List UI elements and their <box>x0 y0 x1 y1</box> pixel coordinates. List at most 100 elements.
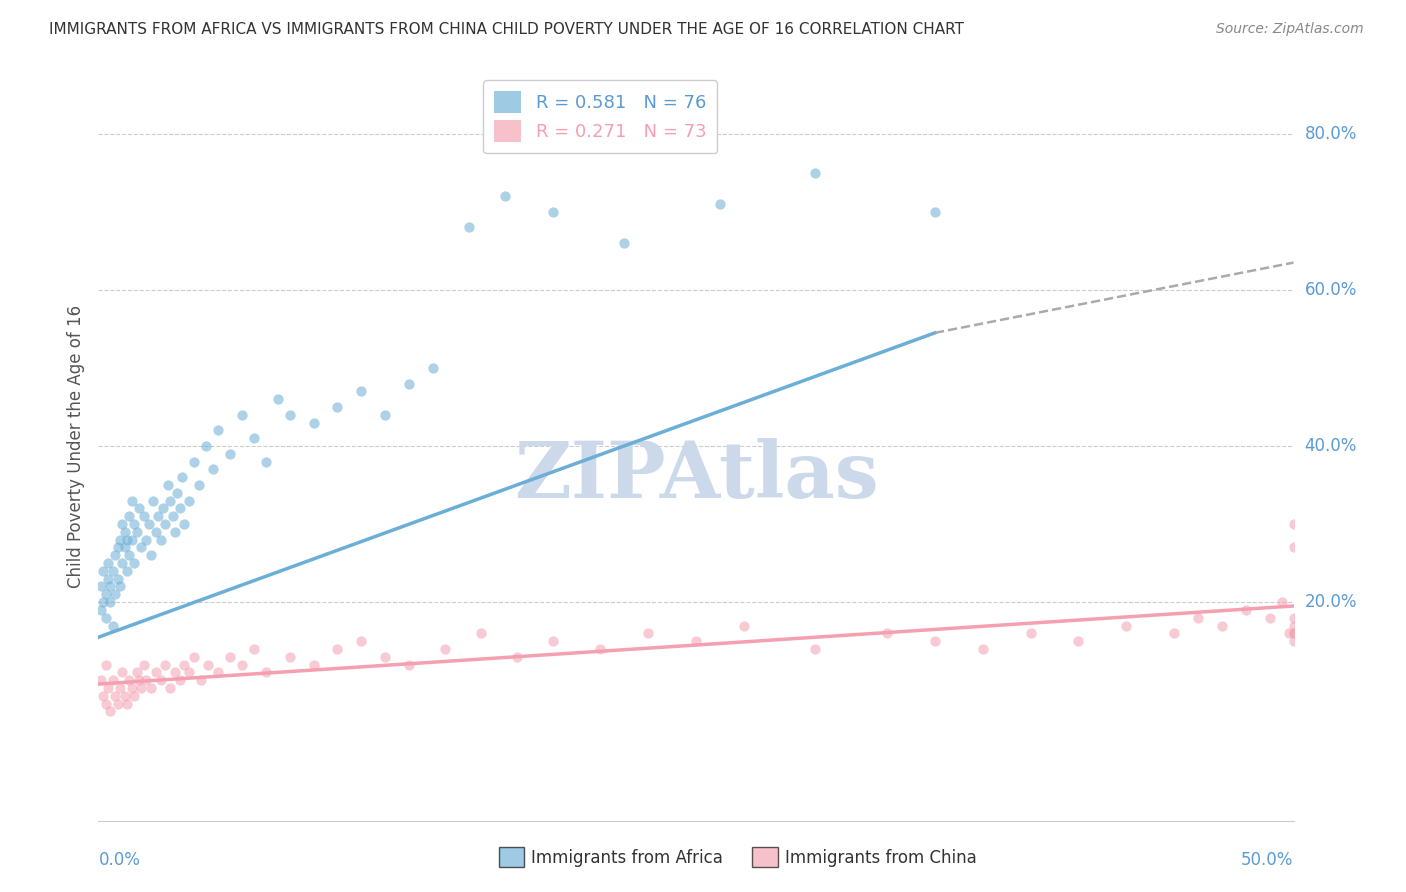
Point <box>145 665 167 680</box>
Point <box>173 657 195 672</box>
Point <box>254 665 277 680</box>
Point <box>1282 626 1305 640</box>
Point <box>91 689 114 703</box>
Point <box>121 493 143 508</box>
Text: 20.0%: 20.0% <box>1305 593 1357 611</box>
Point <box>267 392 290 407</box>
Point <box>1067 634 1090 648</box>
Point <box>132 657 155 672</box>
Point <box>107 541 129 555</box>
Point <box>924 634 946 648</box>
Point <box>374 408 396 422</box>
Point <box>1115 618 1137 632</box>
Point <box>125 665 148 680</box>
Point <box>98 580 122 594</box>
Point <box>104 548 127 563</box>
Point <box>173 517 195 532</box>
Point <box>125 524 148 539</box>
Point <box>131 681 153 695</box>
Point <box>90 673 112 687</box>
Point <box>398 376 420 391</box>
Point <box>190 673 212 687</box>
Point <box>219 447 242 461</box>
Point <box>104 689 127 703</box>
Point <box>169 501 191 516</box>
Point <box>94 611 117 625</box>
Point <box>163 524 186 539</box>
Point <box>121 681 143 695</box>
Point <box>118 673 141 687</box>
Point <box>1278 626 1301 640</box>
Point <box>422 361 444 376</box>
Point <box>231 408 253 422</box>
Point <box>91 595 114 609</box>
Text: 80.0%: 80.0% <box>1305 125 1357 143</box>
Point <box>398 657 420 672</box>
Point <box>458 220 481 235</box>
Point <box>169 673 191 687</box>
Point <box>1282 517 1305 532</box>
Y-axis label: Child Poverty Under the Age of 16: Child Poverty Under the Age of 16 <box>66 304 84 588</box>
Point <box>434 642 457 657</box>
Point <box>152 501 174 516</box>
Point <box>90 603 112 617</box>
Point <box>115 697 138 711</box>
Point <box>115 564 138 578</box>
Point <box>1234 603 1257 617</box>
Point <box>804 166 827 180</box>
Point <box>135 533 157 547</box>
Point <box>243 642 266 657</box>
Point <box>207 665 229 680</box>
Point <box>91 564 114 578</box>
Point <box>111 556 134 570</box>
Point <box>98 705 122 719</box>
Point <box>302 416 325 430</box>
Point <box>118 548 141 563</box>
Point <box>128 501 150 516</box>
Point <box>101 618 124 632</box>
Point <box>541 634 564 648</box>
Text: IMMIGRANTS FROM AFRICA VS IMMIGRANTS FROM CHINA CHILD POVERTY UNDER THE AGE OF 1: IMMIGRANTS FROM AFRICA VS IMMIGRANTS FRO… <box>49 22 965 37</box>
Point <box>124 689 146 703</box>
Point <box>202 462 225 476</box>
Point <box>121 533 143 547</box>
Point <box>924 205 946 219</box>
Point <box>114 524 136 539</box>
Point <box>128 673 150 687</box>
Point <box>219 649 242 664</box>
Point <box>97 556 120 570</box>
Point <box>148 509 170 524</box>
Point <box>1187 611 1209 625</box>
Point <box>142 493 165 508</box>
Point <box>149 673 172 687</box>
Point <box>972 642 994 657</box>
Point <box>114 541 136 555</box>
Point <box>162 509 184 524</box>
Point <box>107 697 129 711</box>
Point <box>94 657 117 672</box>
Point <box>613 236 636 251</box>
Point <box>145 524 167 539</box>
Legend: R = 0.581   N = 76, R = 0.271   N = 73: R = 0.581 N = 76, R = 0.271 N = 73 <box>484 80 717 153</box>
Point <box>1282 618 1305 632</box>
Point <box>195 439 218 453</box>
Point <box>172 470 194 484</box>
Point <box>163 665 186 680</box>
Point <box>302 657 325 672</box>
Point <box>149 533 172 547</box>
Point <box>1258 611 1281 625</box>
Point <box>90 580 112 594</box>
Point <box>197 657 219 672</box>
Text: 0.0%: 0.0% <box>98 851 141 869</box>
Point <box>470 626 492 640</box>
Point <box>1211 618 1233 632</box>
Point <box>179 665 201 680</box>
Point <box>155 517 177 532</box>
Text: Source: ZipAtlas.com: Source: ZipAtlas.com <box>1216 22 1364 37</box>
Point <box>254 455 277 469</box>
Point <box>494 189 516 203</box>
Point <box>350 634 373 648</box>
Point <box>118 509 141 524</box>
Point <box>804 642 827 657</box>
Point <box>156 478 179 492</box>
